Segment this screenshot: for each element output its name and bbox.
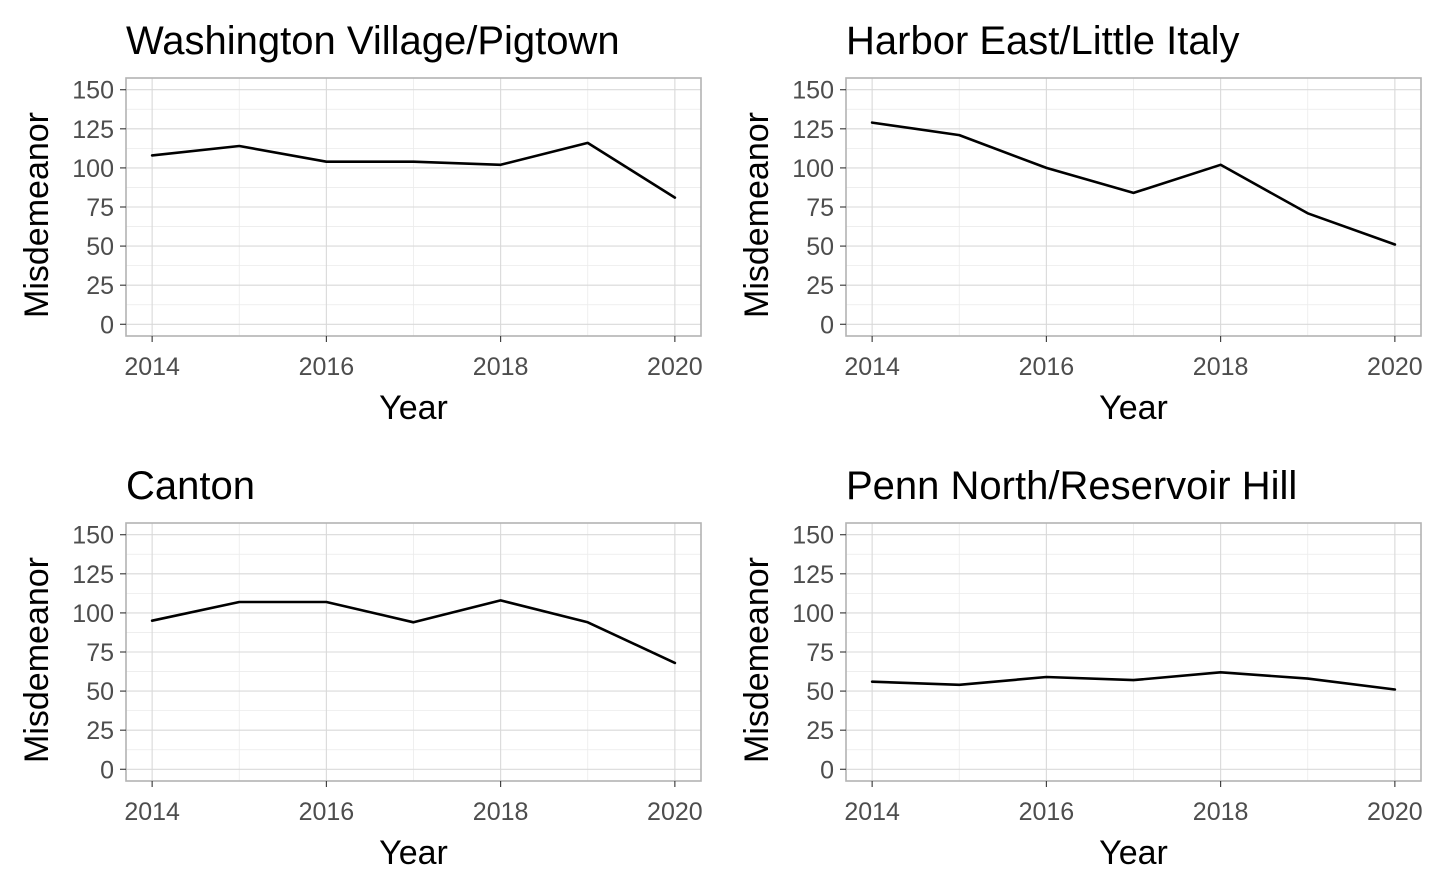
misdemeanor-line [150, 141, 677, 199]
x-tick-label: 2020 [647, 798, 703, 826]
y-tick-label: 50 [86, 233, 114, 261]
gridlines [846, 78, 1421, 336]
gridlines [846, 523, 1421, 781]
misdemeanor-line [870, 670, 1397, 691]
x-tick-label: 2020 [647, 353, 703, 381]
y-tick-label: 150 [72, 522, 114, 550]
y-tick-label: 100 [72, 155, 114, 183]
y-tick-label: 75 [86, 194, 114, 222]
x-tick-label: 2016 [299, 353, 355, 381]
y-tick-label: 75 [86, 639, 114, 667]
y-axis-title: Misdemeanor [18, 112, 56, 318]
chart-panel-1: 0 25 50 75 100 125 150 2014 2016 2018 2020 Washingt… [18, 19, 703, 427]
y-tick-label: 125 [792, 561, 834, 589]
chart-panel-2: 0 25 50 75 100 125 150 2014 2016 2018 2020 Harbor E… [738, 19, 1423, 427]
y-tick-label: 50 [86, 678, 114, 706]
y-tick-label: 0 [820, 756, 834, 784]
y-tick-label: 50 [806, 233, 834, 261]
x-tick-label: 2018 [1193, 353, 1249, 381]
gridlines [126, 78, 701, 336]
y-tick-label: 0 [100, 756, 114, 784]
x-axis-title: Year [379, 389, 448, 427]
x-tick-label: 2014 [124, 353, 180, 381]
x-tick-label: 2018 [473, 798, 529, 826]
y-axis-title: Misdemeanor [738, 112, 776, 318]
x-tick-label: 2014 [844, 353, 900, 381]
gridlines [126, 523, 701, 781]
x-tick-label: 2018 [473, 353, 529, 381]
y-tick-label: 125 [72, 561, 114, 589]
y-tick-label: 150 [72, 77, 114, 105]
y-tick-label: 25 [86, 272, 114, 300]
y-tick-label: 150 [792, 77, 834, 105]
y-tick-label: 0 [100, 311, 114, 339]
y-tick-label: 125 [792, 116, 834, 144]
y-tick-label: 25 [806, 272, 834, 300]
chart-panel-4: 0 25 50 75 100 125 150 2014 2016 2018 2020 Penn Nor… [738, 464, 1423, 872]
x-tick-label: 2016 [1019, 798, 1075, 826]
panel-title: Washington Village/Pigtown [126, 19, 620, 63]
y-tick-label: 25 [806, 717, 834, 745]
x-tick-label: 2016 [1019, 353, 1075, 381]
misdemeanor-line [870, 121, 1397, 246]
x-axis-title: Year [1099, 834, 1168, 872]
chart-panel-3: 0 25 50 75 100 125 150 2014 2016 2018 2020 Canton Ye… [18, 464, 703, 872]
y-tick-label: 150 [792, 522, 834, 550]
y-tick-label: 100 [792, 600, 834, 628]
panel-title: Penn North/Reservoir Hill [846, 464, 1297, 508]
y-axis-title: Misdemeanor [738, 557, 776, 763]
y-tick-label: 0 [820, 311, 834, 339]
panel-title: Canton [126, 464, 255, 508]
y-tick-label: 75 [806, 194, 834, 222]
x-axis-title: Year [379, 834, 448, 872]
x-tick-label: 2020 [1367, 798, 1423, 826]
x-tick-label: 2014 [124, 798, 180, 826]
y-tick-label: 75 [806, 639, 834, 667]
x-tick-label: 2016 [299, 798, 355, 826]
x-tick-label: 2020 [1367, 353, 1423, 381]
x-axis-title: Year [1099, 389, 1168, 427]
x-tick-label: 2014 [844, 798, 900, 826]
y-tick-label: 100 [792, 155, 834, 183]
x-tick-label: 2018 [1193, 798, 1249, 826]
y-tick-label: 25 [86, 717, 114, 745]
panel-title: Harbor East/Little Italy [846, 19, 1240, 63]
y-tick-label: 50 [806, 678, 834, 706]
y-axis-title: Misdemeanor [18, 557, 56, 763]
y-tick-label: 100 [72, 600, 114, 628]
y-tick-label: 125 [72, 116, 114, 144]
misdemeanor-line [150, 599, 677, 665]
